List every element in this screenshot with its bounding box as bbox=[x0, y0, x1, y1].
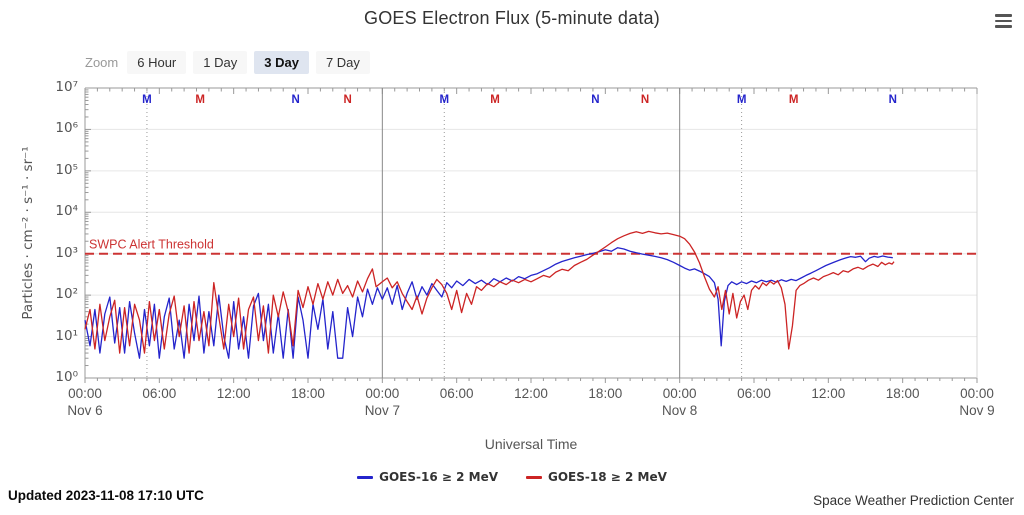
x-tick-label: 18:00 bbox=[291, 386, 325, 401]
event-marker-n: N bbox=[343, 94, 351, 106]
x-tick-label: 18:00 bbox=[885, 386, 920, 401]
event-marker-n: N bbox=[591, 94, 599, 106]
x-axis-title: Universal Time bbox=[484, 436, 578, 452]
event-marker-m: M bbox=[142, 94, 152, 106]
zoom-button-3-day[interactable]: 3 Day bbox=[254, 51, 309, 74]
y-tick-label: 10² bbox=[55, 286, 78, 303]
x-tick-label: 18:00 bbox=[588, 386, 623, 401]
legend-swatch bbox=[526, 475, 542, 479]
event-marker-m: M bbox=[195, 94, 205, 106]
x-day-label: Nov 8 bbox=[662, 403, 698, 418]
y-tick-label: 10⁰ bbox=[55, 369, 78, 385]
zoom-button-6-hour[interactable]: 6 Hour bbox=[127, 51, 187, 74]
x-tick-label: 12:00 bbox=[811, 386, 846, 401]
plot-area[interactable]: SWPC Alert Threshold M M N N M M N N M M N bbox=[84, 87, 978, 383]
x-tick-label: 06:00 bbox=[737, 386, 771, 401]
y-tick-label: 10⁵ bbox=[55, 161, 78, 178]
zoom-label: Zoom bbox=[85, 55, 119, 70]
zoom-buttons-group: 6 Hour 1 Day 3 Day 7 Day bbox=[127, 51, 370, 74]
event-marker-m: M bbox=[737, 94, 747, 106]
y-tick-label: 10¹ bbox=[55, 327, 78, 344]
legend-item-goes-16[interactable]: GOES-16 ≥ 2 MeV bbox=[357, 470, 498, 484]
event-marker-n: N bbox=[291, 94, 299, 106]
legend: GOES-16 ≥ 2 MeV GOES-18 ≥ 2 MeV bbox=[0, 470, 1024, 484]
chart-title: GOES Electron Flux (5-minute data) bbox=[364, 8, 660, 28]
hamburger-bar bbox=[994, 19, 1012, 23]
series-line-goes-18 bbox=[84, 230, 895, 354]
x-tick-label: 06:00 bbox=[142, 386, 177, 401]
event-marker-n: N bbox=[641, 94, 649, 106]
x-tick-label: 12:00 bbox=[514, 386, 548, 401]
hamburger-menu-icon[interactable] bbox=[991, 11, 1015, 31]
alert-threshold-label: SWPC Alert Threshold bbox=[89, 238, 214, 252]
x-tick-label: 00:00 bbox=[662, 386, 697, 401]
zoom-button-1-day[interactable]: 1 Day bbox=[193, 51, 248, 74]
x-tick-label: 12:00 bbox=[216, 386, 251, 401]
x-day-label: Nov 7 bbox=[364, 403, 400, 418]
hamburger-bar bbox=[994, 14, 1012, 17]
y-tick-label: 10⁶ bbox=[55, 120, 78, 137]
x-day-label: Nov 9 bbox=[959, 403, 995, 418]
event-marker-m: M bbox=[789, 94, 799, 106]
series-line-goes-16 bbox=[84, 247, 893, 359]
updated-timestamp: Updated 2023-11-08 17:10 UTC bbox=[8, 488, 204, 503]
x-tick-label: 00:00 bbox=[365, 386, 400, 401]
x-tick-label: 06:00 bbox=[439, 386, 474, 401]
event-marker-m: M bbox=[490, 94, 500, 106]
x-tick-label: 00:00 bbox=[960, 386, 994, 401]
y-tick-label: 10⁴ bbox=[55, 203, 78, 220]
x-day-label: Nov 6 bbox=[67, 403, 103, 418]
legend-swatch bbox=[357, 475, 374, 479]
hamburger-bar bbox=[994, 25, 1012, 28]
event-marker-m: M bbox=[439, 94, 449, 106]
y-tick-label: 10⁷ bbox=[55, 79, 78, 95]
x-tick-label: 00:00 bbox=[68, 386, 102, 401]
credit-text: Space Weather Prediction Center bbox=[813, 493, 1014, 508]
event-marker-n: N bbox=[889, 94, 897, 106]
zoom-button-7-day[interactable]: 7 Day bbox=[315, 51, 370, 74]
legend-label: GOES-16 ≥ 2 MeV bbox=[379, 470, 498, 484]
zoom-toolbar: Zoom 6 Hour 1 Day 3 Day 7 Day bbox=[85, 51, 370, 74]
legend-item-goes-18[interactable]: GOES-18 ≥ 2 MeV bbox=[526, 470, 667, 484]
y-axis-title: Particles · cm⁻² · s⁻¹ · sr⁻¹ bbox=[20, 146, 36, 320]
y-tick-label: 10³ bbox=[55, 244, 78, 261]
legend-label: GOES-18 ≥ 2 MeV bbox=[548, 470, 667, 484]
